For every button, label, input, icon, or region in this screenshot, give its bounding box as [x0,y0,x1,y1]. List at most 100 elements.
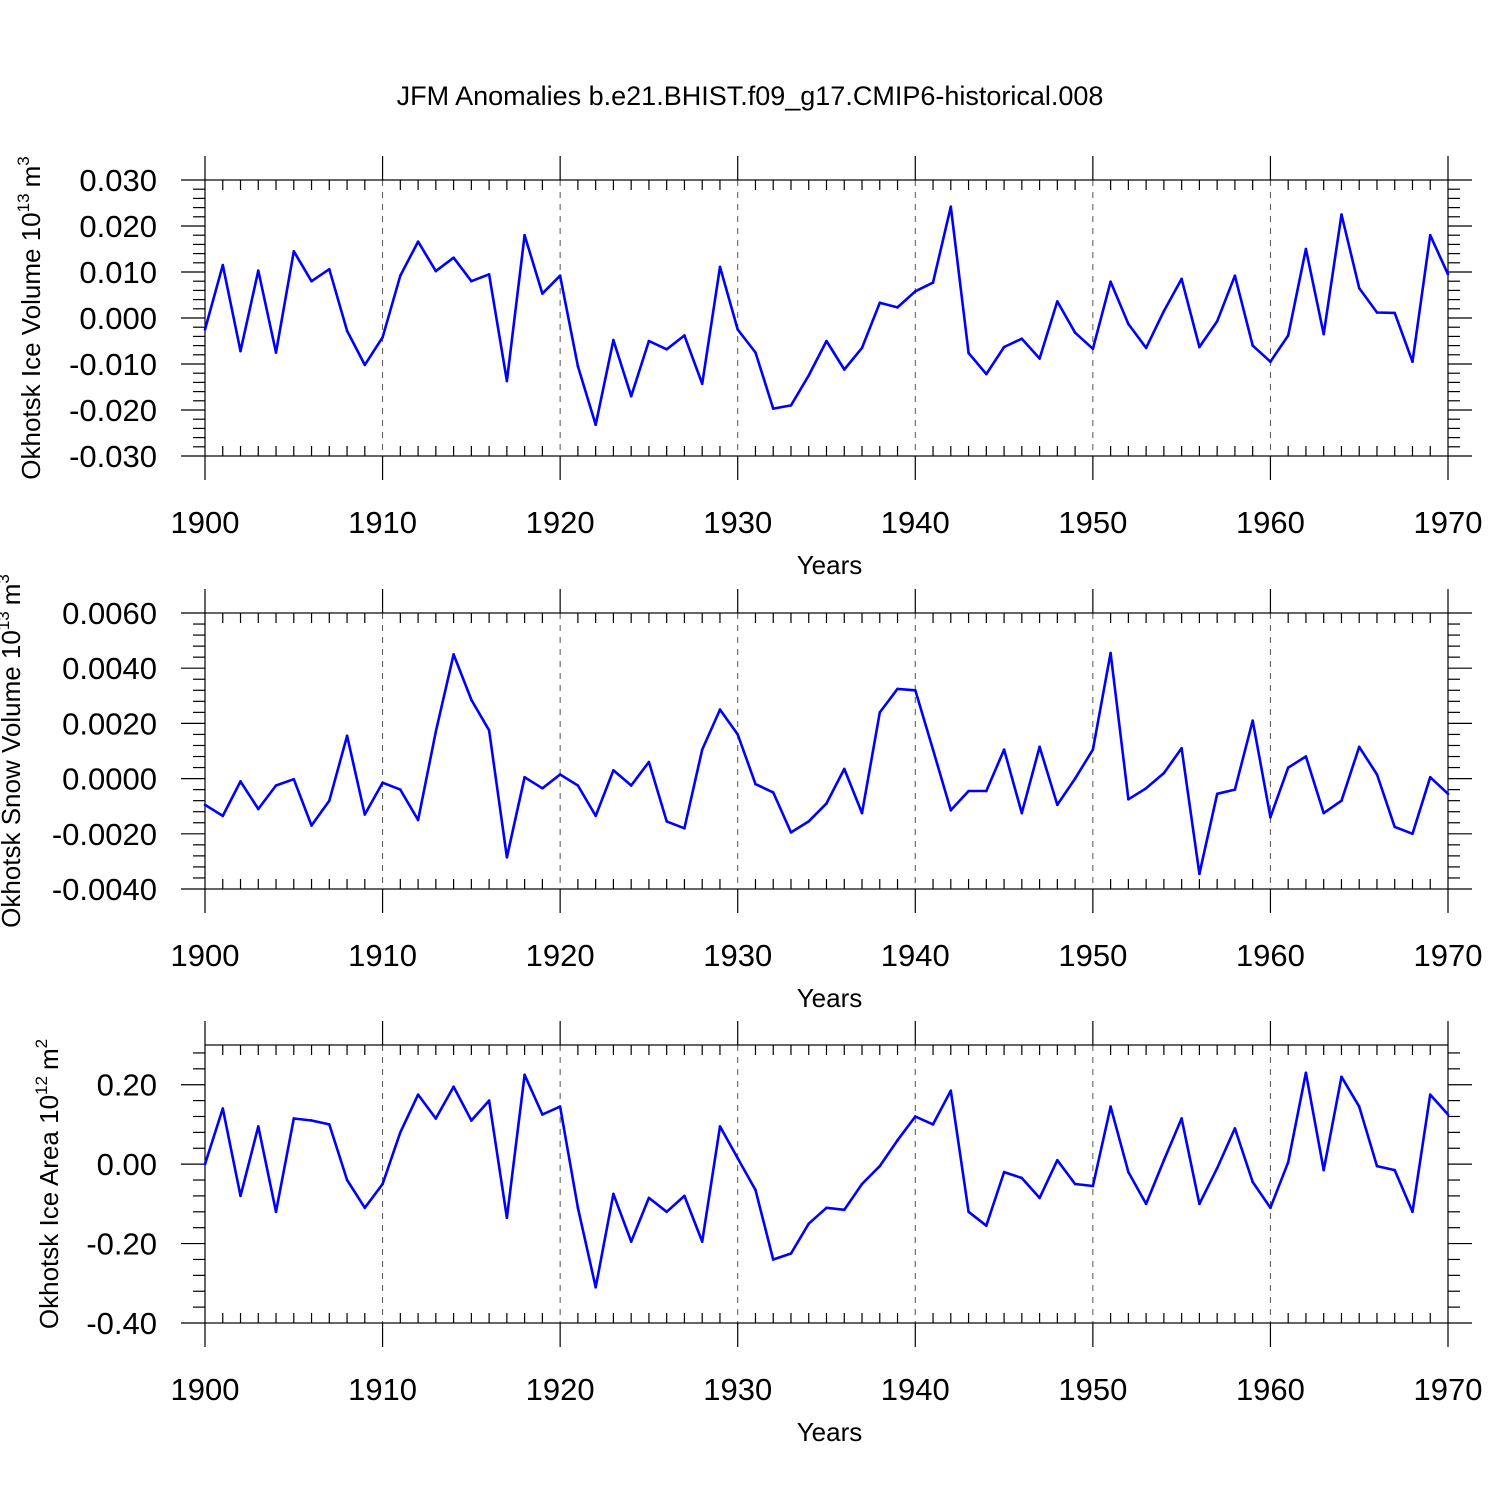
data-point [754,782,757,786]
data-point [1357,286,1361,290]
x-tick-label: 1940 [881,505,950,540]
data-point [328,1123,331,1126]
x-tick-label: 1960 [1236,938,1305,973]
data-point [328,799,331,802]
data-point [221,1107,225,1110]
y-tick-label: -0.020 [69,393,157,428]
data-point [1162,1158,1166,1162]
data-point [878,711,882,714]
data-point [452,1085,455,1088]
y-tick-label: 0.0020 [62,706,157,741]
data-points [203,651,1450,876]
data-point [541,1113,544,1116]
data-point [842,368,846,371]
x-tick-label: 1910 [348,1372,417,1407]
data-point [1180,746,1183,750]
data-point [647,760,651,764]
data-point [1002,345,1006,349]
data-point [825,1206,828,1210]
data-point [1215,792,1219,796]
data-point [1020,811,1024,815]
data-point [239,349,242,353]
data-point [1127,1170,1130,1174]
data-point [1286,334,1290,337]
data-point [274,351,278,354]
data-point [700,382,704,386]
x-tick-label: 1950 [1058,938,1127,973]
data-point [665,1210,668,1214]
data-point [1144,346,1148,350]
data-point [683,1194,686,1198]
data-point [736,328,740,331]
y-tick-label: 0.010 [79,255,157,290]
data-point [594,423,597,427]
data-point [949,205,953,208]
data-point [399,788,402,791]
data-point [789,404,793,407]
data-point [1198,345,1201,349]
data-point [203,1162,207,1166]
x-tick-label: 1930 [703,1372,772,1407]
data-point [1304,755,1308,758]
data-point [1109,280,1112,283]
data-point [1375,1164,1379,1168]
data-point [949,1089,953,1092]
y-axis-label: Okhotsk Snow Volume 1013 m3 [0,574,26,928]
data-point [1127,322,1130,326]
y-axis-label-unit-exponent: 2 [32,1039,51,1048]
data-point [1198,872,1201,876]
series-line [203,205,1450,427]
y-tick-label: 0.030 [79,163,157,198]
data-point [985,372,988,376]
data-point [399,274,402,277]
data-point [487,1099,491,1102]
data-point [807,1222,811,1226]
data-point [594,814,597,818]
x-tick-label: 1970 [1414,938,1483,973]
data-point [1446,792,1450,796]
data-point [825,339,828,343]
data-point [1446,1113,1450,1116]
data-point [807,820,811,823]
data-point [896,687,899,691]
data-point [434,269,438,273]
data-point [523,1073,526,1077]
y-axis-label-unit-exponent: 3 [14,156,33,165]
data-point [647,339,651,343]
data-point [1233,788,1237,791]
data-point [1269,815,1272,819]
data-point [256,269,260,272]
y-tick-label: 0.0040 [62,651,157,686]
data-point [274,1210,278,1214]
y-tick-label: -0.010 [69,347,157,382]
y-tick-label: -0.030 [69,439,157,474]
data-point [736,733,740,736]
x-tick-label: 1970 [1414,505,1483,540]
data-point [1038,357,1041,360]
data-point [1340,1075,1343,1079]
data-point [239,780,242,783]
y-axis-label: Okhotsk Ice Area 1012 m2 [32,1039,64,1329]
data-point [949,809,953,812]
x-tick-label: 1910 [348,938,417,973]
data-point [931,748,935,751]
y-tick-label: -0.20 [86,1227,157,1262]
data-point [629,784,633,787]
data-point [310,824,313,827]
data-point [1251,344,1254,347]
data-point [381,1182,384,1186]
x-tick-label: 1950 [1058,1372,1127,1407]
data-point [860,1182,864,1186]
data-point [292,250,296,253]
y-tick-label: 0.020 [79,209,157,244]
data-point [931,281,935,284]
data-point [967,1210,970,1214]
data-point [1038,745,1041,749]
data-point [594,1285,597,1289]
data-point [896,306,899,309]
data-point [470,698,473,702]
data-point [470,279,473,283]
data-point [523,233,526,237]
data-point [985,1224,988,1227]
